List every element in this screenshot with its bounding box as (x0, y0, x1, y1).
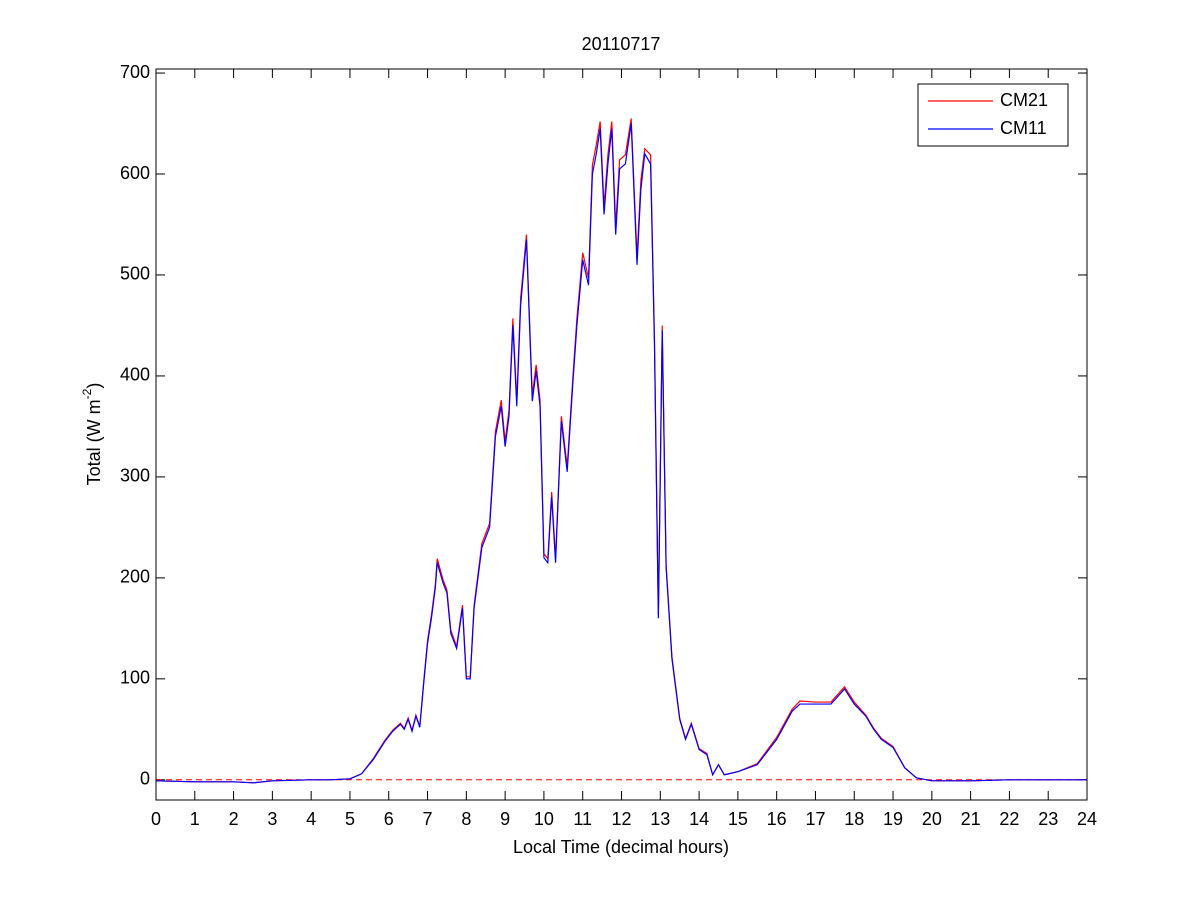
x-tick-label: 18 (844, 809, 864, 829)
x-tick-label: 16 (767, 809, 787, 829)
y-tick-label: 100 (120, 668, 150, 688)
x-tick-label: 12 (611, 809, 631, 829)
data-line (155, 123, 1087, 784)
x-tick-label: 21 (961, 809, 981, 829)
x-tick-label: 1 (190, 809, 200, 829)
x-tick-label: 4 (306, 809, 316, 829)
y-tick-label: 200 (120, 567, 150, 587)
y-tick-label: 0 (140, 769, 150, 789)
x-tick-label: 20 (922, 809, 942, 829)
x-tick-label: 6 (384, 809, 394, 829)
y-tick-label: 300 (120, 466, 150, 486)
legend-label: CM11 (1000, 118, 1047, 138)
x-tick-label: 7 (423, 809, 433, 829)
x-tick-label: 22 (999, 809, 1019, 829)
legend-box (917, 83, 1069, 147)
y-axis-label-text: Total (W m (84, 399, 104, 485)
plot-frame (155, 68, 1088, 801)
x-tick-label: 11 (573, 809, 592, 829)
y-tick-label: 400 (120, 365, 150, 385)
x-tick-label: 2 (229, 809, 239, 829)
y-axis-label-suffix: ) (84, 383, 104, 389)
x-tick-label: 15 (728, 809, 748, 829)
y-axis-label: Total (W m-2) (80, 383, 104, 486)
y-axis-label-sup: -2 (80, 388, 94, 399)
x-tick-label: 3 (267, 809, 277, 829)
x-tick-label: 8 (461, 809, 471, 829)
x-tick-label: 5 (345, 809, 355, 829)
x-tick-label: 9 (500, 809, 510, 829)
legend-label: CM21 (1000, 90, 1048, 110)
x-tick-label: 17 (805, 809, 825, 829)
x-axis-label: Local Time (decimal hours) (513, 837, 729, 857)
x-tick-label: 0 (151, 809, 161, 829)
x-tick-label: 10 (534, 809, 554, 829)
y-tick-label: 700 (120, 62, 150, 82)
x-tick-label: 14 (689, 809, 709, 829)
x-tick-label: 19 (883, 809, 903, 829)
x-tick-label: 13 (650, 809, 670, 829)
x-tick-label: 23 (1038, 809, 1058, 829)
x-tick-label: 24 (1077, 809, 1097, 829)
y-tick-label: 600 (120, 163, 150, 183)
chart-title: 20110717 (582, 34, 661, 54)
y-tick-label: 500 (120, 264, 150, 284)
